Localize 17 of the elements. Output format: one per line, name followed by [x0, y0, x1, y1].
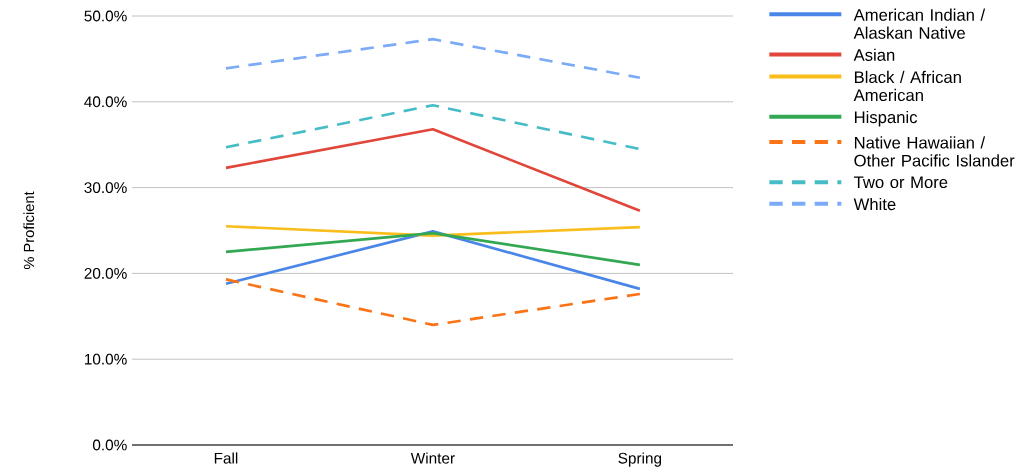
- y-tick-label: 40.0%: [84, 96, 127, 108]
- legend-label: Two or More: [853, 176, 948, 189]
- y-tick-label: 10.0%: [84, 353, 127, 365]
- x-tick-label: Spring: [618, 452, 662, 467]
- legend-label: White: [853, 197, 896, 211]
- x-tick-label: Winter: [410, 452, 455, 464]
- legend-label: Black / African American: [853, 70, 961, 102]
- y-tick-label: 0.0%: [92, 439, 127, 451]
- x-tick-label: Fall: [214, 452, 238, 464]
- legend-label: Asian: [853, 48, 895, 61]
- y-tick-label: 20.0%: [84, 267, 127, 279]
- legend-label: Native Hawaiian / Other Pacific Islander: [854, 136, 1015, 167]
- y-axis-title: % Proficient: [23, 191, 35, 270]
- y-tick-label: 30.0%: [84, 182, 127, 194]
- y-tick-label: 50.0%: [84, 10, 127, 22]
- legend-label: American Indian / Alaskan Native: [853, 8, 986, 39]
- legend-label: Hispanic: [854, 110, 918, 127]
